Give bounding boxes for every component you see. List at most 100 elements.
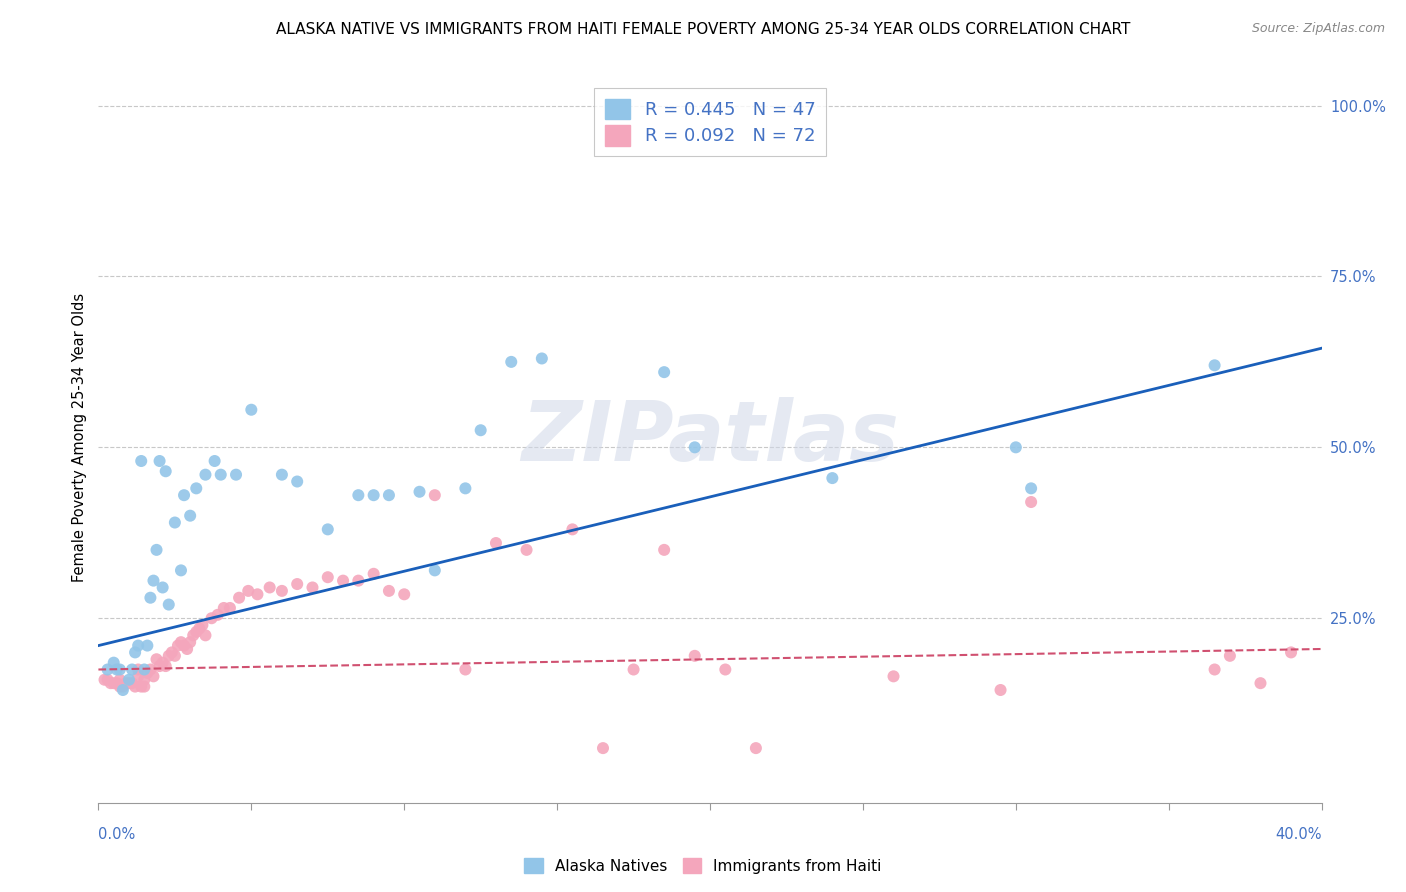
Point xyxy=(652,365,675,379)
Legend: Alaska Natives, Immigrants from Haiti: Alaska Natives, Immigrants from Haiti xyxy=(519,852,887,880)
Point xyxy=(111,683,134,698)
Point xyxy=(1219,648,1241,663)
Text: Source: ZipAtlas.com: Source: ZipAtlas.com xyxy=(1251,22,1385,36)
Point xyxy=(139,591,162,605)
Point xyxy=(160,645,183,659)
Point xyxy=(301,581,323,595)
Point xyxy=(194,628,217,642)
Point xyxy=(423,563,446,577)
Point xyxy=(347,488,370,502)
Point xyxy=(134,673,156,687)
Text: 0.0%: 0.0% xyxy=(98,827,135,841)
Point xyxy=(363,488,385,502)
Text: ALASKA NATIVE VS IMMIGRANTS FROM HAITI FEMALE POVERTY AMONG 25-34 YEAR OLDS CORR: ALASKA NATIVE VS IMMIGRANTS FROM HAITI F… xyxy=(276,22,1130,37)
Point xyxy=(623,663,645,677)
Point xyxy=(124,680,146,694)
Point xyxy=(152,581,174,595)
Point xyxy=(332,574,354,588)
Point xyxy=(188,622,211,636)
Point xyxy=(225,467,247,482)
Point xyxy=(423,488,446,502)
Point xyxy=(115,676,138,690)
Point xyxy=(173,488,195,502)
Point xyxy=(652,542,675,557)
Point xyxy=(204,454,226,468)
Point xyxy=(103,656,125,670)
Point xyxy=(176,642,198,657)
Point xyxy=(149,659,172,673)
Point xyxy=(207,607,229,622)
Point xyxy=(270,467,292,482)
Point xyxy=(136,665,159,680)
Point xyxy=(157,648,180,663)
Point xyxy=(152,656,174,670)
Point xyxy=(100,676,122,690)
Point xyxy=(516,542,538,557)
Point xyxy=(1249,676,1271,690)
Point xyxy=(485,536,508,550)
Point xyxy=(470,423,492,437)
Point xyxy=(136,639,159,653)
Point xyxy=(149,454,172,468)
Point xyxy=(378,583,401,598)
Point xyxy=(127,663,149,677)
Point xyxy=(127,639,149,653)
Point xyxy=(316,522,339,536)
Point xyxy=(167,639,190,653)
Point xyxy=(157,598,180,612)
Point xyxy=(883,669,905,683)
Point xyxy=(108,680,131,694)
Point xyxy=(124,645,146,659)
Point xyxy=(683,648,706,663)
Point xyxy=(561,522,583,536)
Point xyxy=(285,577,308,591)
Point xyxy=(170,563,193,577)
Point xyxy=(238,583,260,598)
Point xyxy=(181,628,204,642)
Point xyxy=(392,587,416,601)
Point xyxy=(683,440,706,454)
Point xyxy=(454,481,477,495)
Point xyxy=(194,467,217,482)
Point xyxy=(163,516,186,530)
Point xyxy=(111,680,134,694)
Point xyxy=(186,624,208,639)
Point xyxy=(745,741,768,756)
Point xyxy=(990,683,1012,698)
Point xyxy=(186,481,208,495)
Point xyxy=(246,587,269,601)
Point xyxy=(1204,359,1226,373)
Point xyxy=(163,648,186,663)
Point xyxy=(108,673,131,687)
Point xyxy=(200,611,222,625)
Point xyxy=(209,467,232,482)
Point xyxy=(1019,481,1042,495)
Point xyxy=(530,351,553,366)
Point xyxy=(408,484,430,499)
Legend: R = 0.445   N = 47, R = 0.092   N = 72: R = 0.445 N = 47, R = 0.092 N = 72 xyxy=(593,87,827,156)
Point xyxy=(1019,495,1042,509)
Point xyxy=(97,673,120,687)
Point xyxy=(118,673,141,687)
Point xyxy=(179,635,201,649)
Point xyxy=(270,583,292,598)
Point xyxy=(105,676,128,690)
Point xyxy=(219,601,242,615)
Point xyxy=(191,618,214,632)
Point xyxy=(285,475,308,489)
Point xyxy=(142,574,165,588)
Point xyxy=(127,669,149,683)
Point xyxy=(347,574,370,588)
Point xyxy=(139,663,162,677)
Point xyxy=(1204,663,1226,677)
Point xyxy=(155,659,177,673)
Point xyxy=(240,402,263,417)
Point xyxy=(121,663,143,677)
Text: ZIPatlas: ZIPatlas xyxy=(522,397,898,477)
Text: 40.0%: 40.0% xyxy=(1275,827,1322,841)
Point xyxy=(173,639,195,653)
Point xyxy=(134,663,156,677)
Point xyxy=(103,676,125,690)
Point xyxy=(228,591,250,605)
Point xyxy=(378,488,401,502)
